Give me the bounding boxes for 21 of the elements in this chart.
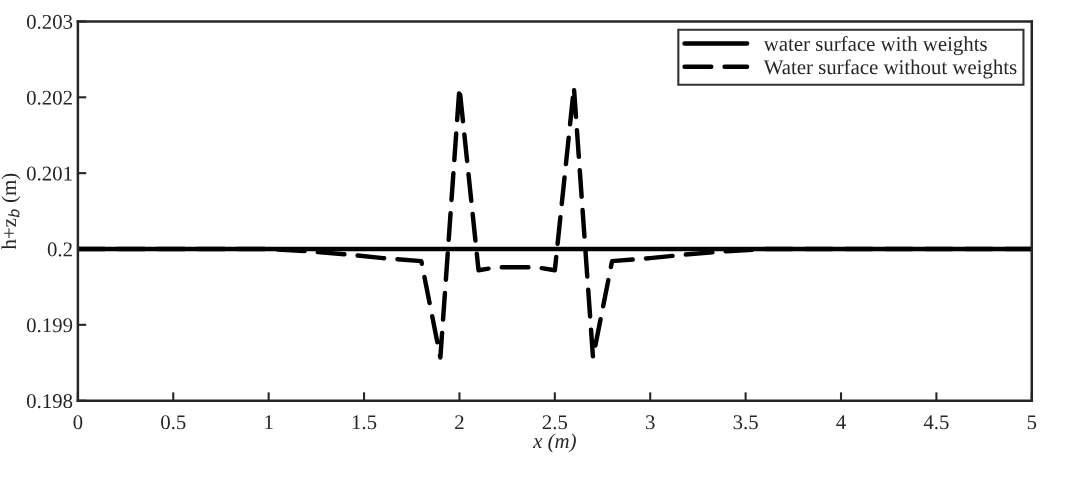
y-tick-label: 0.202 [26, 90, 72, 105]
y-tick-label: 0.198 [26, 394, 73, 409]
x-tick-label: 4 [836, 415, 846, 430]
x-tick-label: 2 [455, 415, 464, 430]
y-axis-title: h+z$_{b}$ (m) [1, 173, 21, 250]
x-tick-label: 5 [1027, 415, 1037, 430]
x-tick-label: 2.5 [542, 415, 568, 430]
x-tick-label: 0 [73, 415, 83, 430]
y-tick-label: 0.203 [26, 14, 73, 29]
x-tick-label: 3 [646, 415, 655, 430]
legend-label: water surface with weights [763, 36, 987, 56]
x-tick-label: 1.5 [352, 415, 377, 430]
x-axis-title: x (m) [532, 433, 576, 453]
x-tick-label: 3.5 [733, 415, 758, 430]
legend-label: Water surface without weights [763, 59, 1017, 79]
y-tick-label: 0.2 [47, 242, 72, 257]
y-tick-label: 0.201 [26, 166, 72, 181]
x-tick-label: 1 [265, 415, 273, 430]
x-tick-label: 0.5 [161, 415, 186, 430]
x-tick-label: 4.5 [923, 415, 949, 430]
y-tick-label: 0.199 [26, 318, 73, 333]
